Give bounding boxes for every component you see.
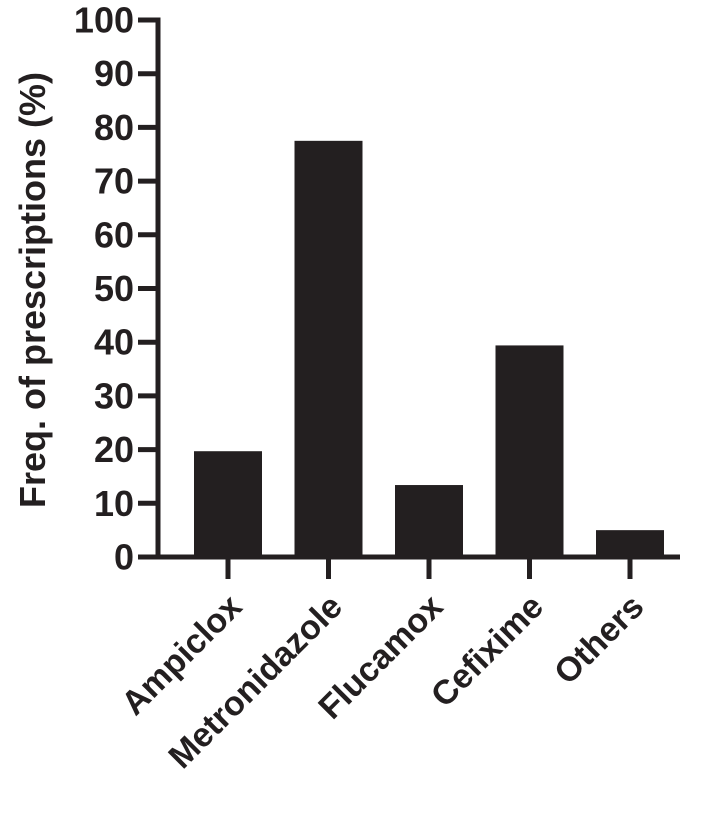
- x-tick-label: Metronidazole: [161, 588, 349, 776]
- y-tick-label: 60: [94, 214, 134, 255]
- bar-flucamox: [395, 485, 463, 557]
- y-tick-label: 90: [94, 53, 134, 94]
- y-tick-label: 0: [114, 537, 134, 578]
- y-tick-label: 40: [94, 322, 134, 363]
- bar-cefixime: [495, 345, 564, 557]
- y-tick-label: 80: [94, 107, 134, 148]
- x-axis-ticks: AmpicloxMetronidazoleFlucamoxCefiximeOth…: [114, 557, 651, 776]
- y-tick-label: 70: [94, 161, 134, 202]
- y-tick-label: 50: [94, 268, 134, 309]
- y-tick-label: 10: [94, 483, 134, 524]
- y-tick-label: 20: [94, 429, 134, 470]
- x-tick-label: Others: [547, 588, 651, 692]
- bars: [194, 140, 664, 557]
- bar-ampiclox: [194, 451, 262, 557]
- y-axis-ticks: 0 10 20 30 40 50 60 70 80 90 100: [74, 0, 158, 578]
- bar-metronidazole: [294, 140, 363, 557]
- x-tick-label: Cefixime: [424, 588, 551, 715]
- y-tick-label: 100: [74, 0, 134, 41]
- y-axis-title: Freq. of prescriptions (%): [12, 72, 53, 508]
- y-tick-label: 30: [94, 375, 134, 416]
- bar-others: [596, 530, 664, 557]
